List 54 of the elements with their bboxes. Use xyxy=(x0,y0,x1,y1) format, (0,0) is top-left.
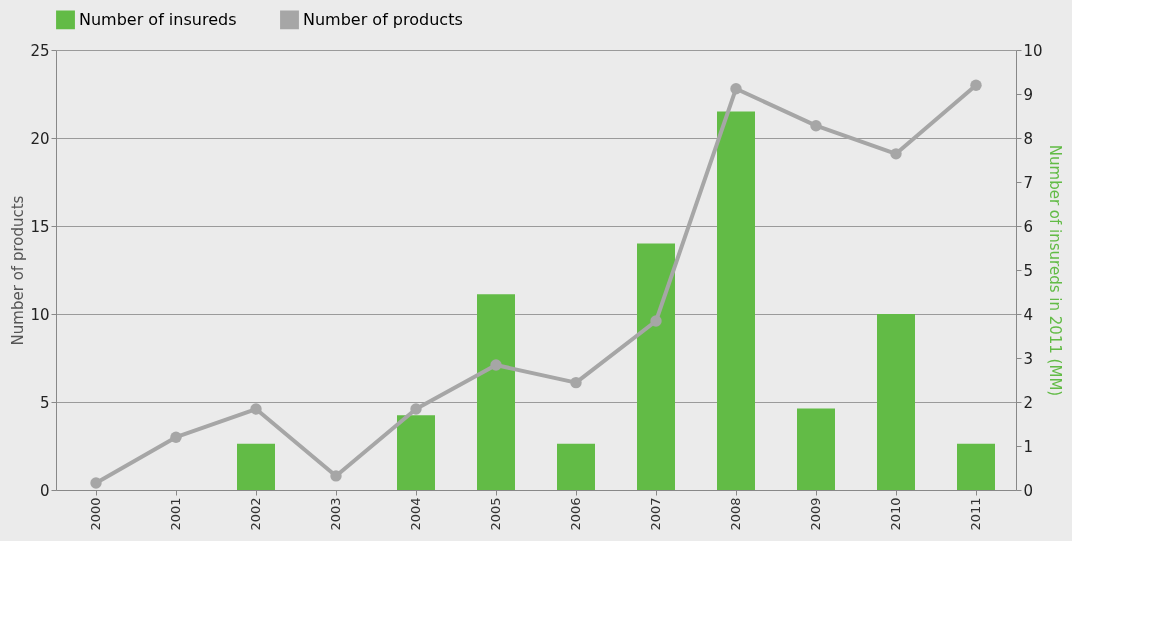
y-tick-label: 15 xyxy=(30,217,50,236)
bar xyxy=(957,443,995,490)
bar xyxy=(237,443,275,490)
y2-tick-label: 7 xyxy=(1023,173,1034,192)
y-tick-label: 5 xyxy=(39,393,50,412)
point xyxy=(170,431,182,443)
point xyxy=(810,119,822,132)
y2-tick-label: 5 xyxy=(1023,261,1034,280)
bar xyxy=(717,111,755,490)
x-tick-label: 2002 xyxy=(248,497,263,531)
bar xyxy=(557,443,595,490)
y2-tick-label: 4 xyxy=(1023,305,1034,324)
y-tick-label: 0 xyxy=(39,481,50,500)
x-tick-label: 2004 xyxy=(408,497,423,531)
bar xyxy=(637,243,675,490)
bar xyxy=(477,294,515,490)
bar xyxy=(797,408,835,490)
point xyxy=(730,83,742,95)
y-tick-label: 25 xyxy=(30,41,50,60)
y2-tick-label: 1 xyxy=(1023,437,1034,456)
point xyxy=(970,79,982,91)
y-axis-title: Number of products xyxy=(9,195,28,346)
x-tick-label: 2007 xyxy=(648,497,663,531)
y2-tick-label: 10 xyxy=(1023,41,1043,60)
x-tick-label: 2006 xyxy=(568,497,583,531)
y2-tick-label: 2 xyxy=(1023,393,1034,412)
x-tick-label: 2001 xyxy=(168,497,183,531)
bar xyxy=(397,415,435,490)
y2-tick-label: 8 xyxy=(1023,129,1034,148)
legend-label: Number of insureds xyxy=(79,9,237,29)
point xyxy=(330,470,342,482)
y2-tick-label: 3 xyxy=(1023,349,1034,368)
bar xyxy=(877,314,915,490)
point xyxy=(90,477,102,489)
x-tick-label: 2011 xyxy=(968,497,983,531)
point xyxy=(890,148,902,160)
y2-tick-label: 0 xyxy=(1023,481,1034,500)
point xyxy=(570,376,582,389)
x-tick-label: 2008 xyxy=(728,497,743,531)
point xyxy=(410,403,422,415)
x-tick-label: 2010 xyxy=(888,497,903,531)
point xyxy=(490,359,502,371)
point xyxy=(650,315,662,327)
y2-tick-label: 9 xyxy=(1023,85,1034,104)
y-tick-label: 20 xyxy=(30,129,50,148)
y2-axis-title: Number of insureds in 2011 (MM) xyxy=(1045,144,1064,397)
point xyxy=(250,403,262,415)
x-tick-label: 2005 xyxy=(488,497,503,531)
y-tick-label: 10 xyxy=(30,305,50,324)
x-tick-label: 2000 xyxy=(88,497,103,531)
y2-tick-label: 6 xyxy=(1023,217,1034,236)
x-tick-label: 2003 xyxy=(328,497,343,531)
x-tick-label: 2009 xyxy=(808,497,823,531)
legend-label: Number of products xyxy=(303,9,463,29)
